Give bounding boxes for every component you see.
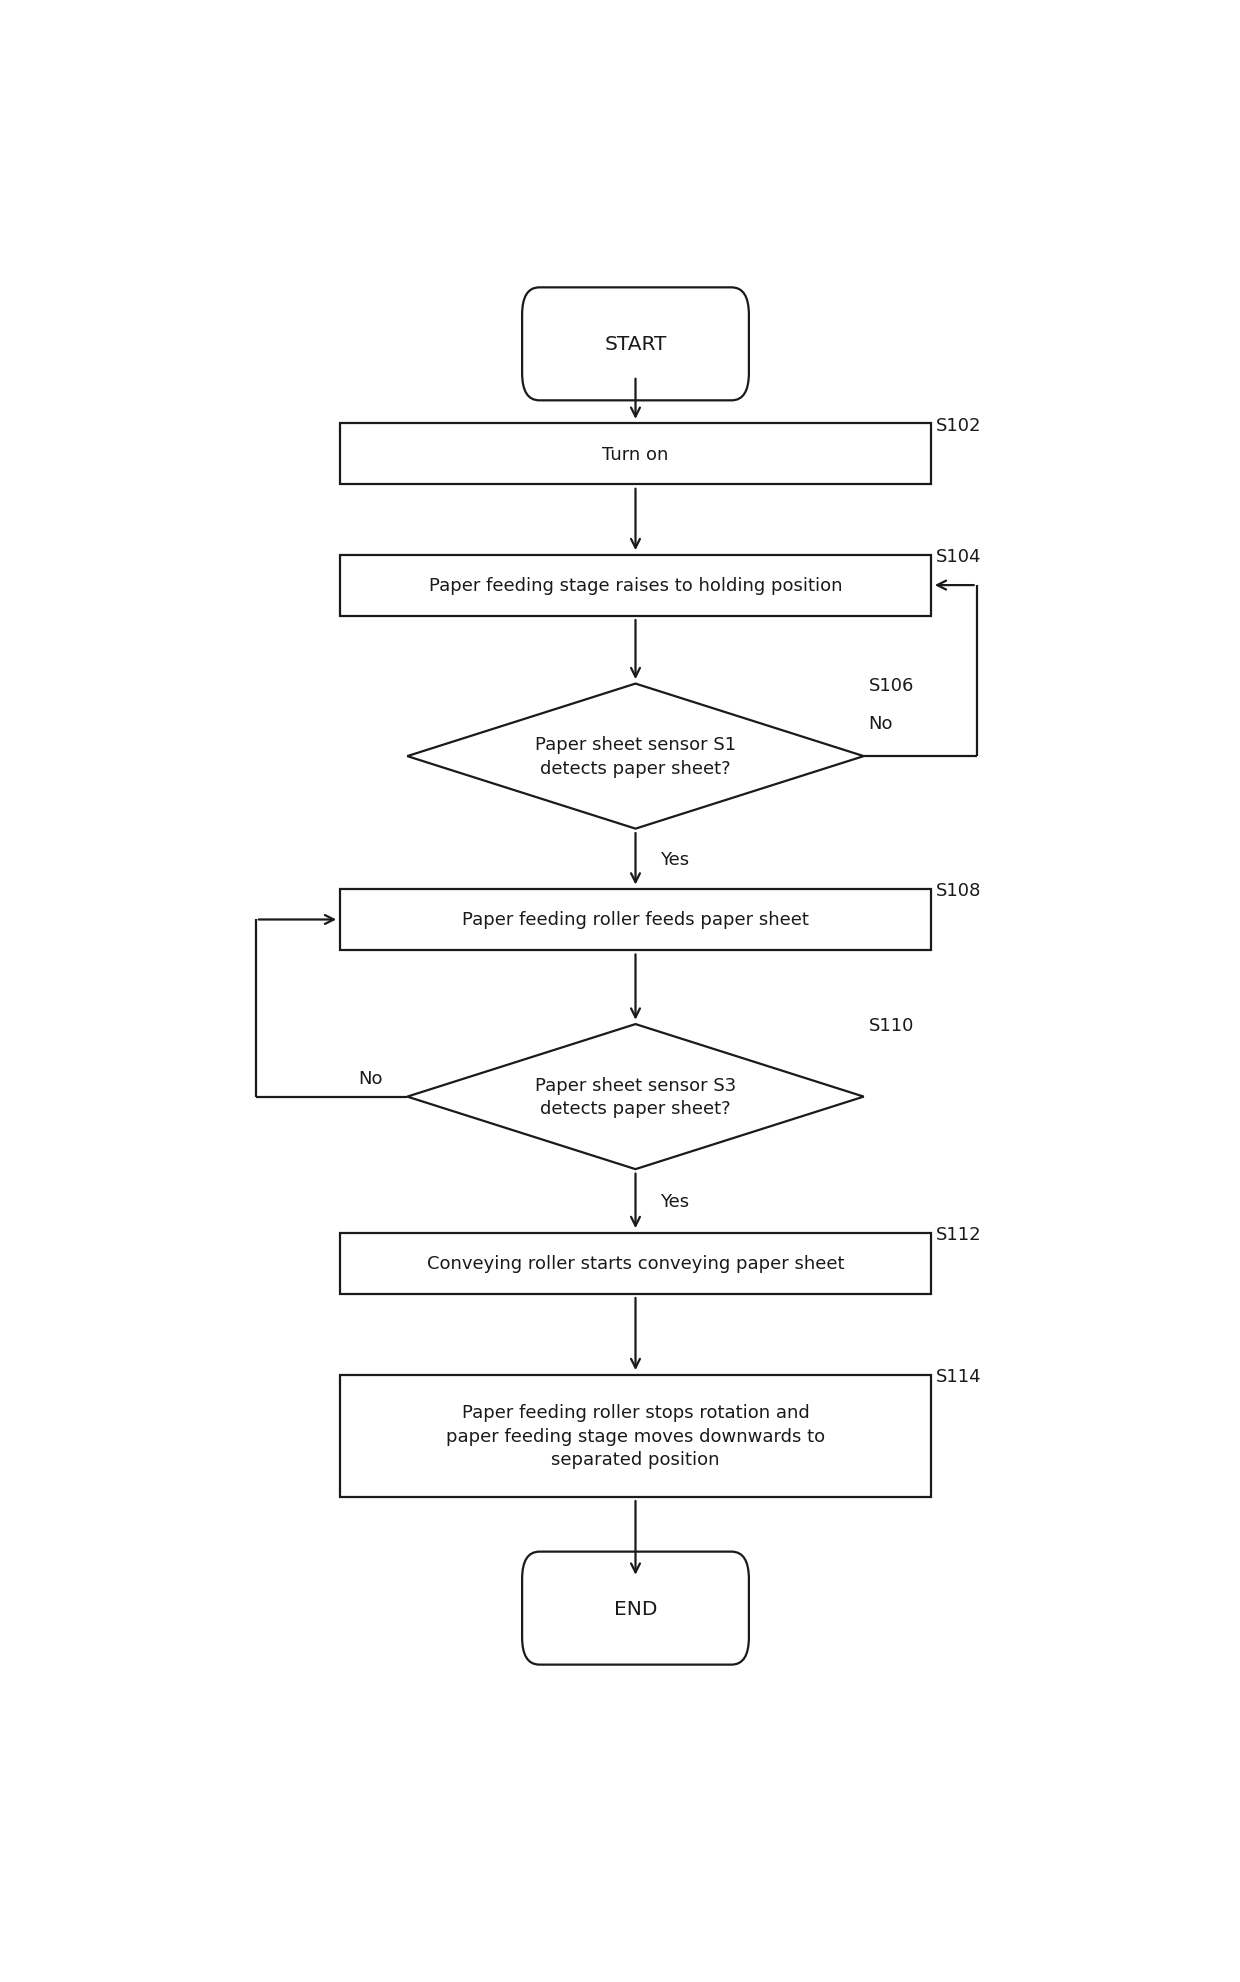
Text: Paper sheet sensor S3
detects paper sheet?: Paper sheet sensor S3 detects paper shee… [534, 1076, 737, 1118]
Polygon shape [407, 1025, 864, 1169]
Bar [340, 555, 931, 616]
FancyBboxPatch shape [522, 287, 749, 400]
Text: S110: S110 [868, 1017, 914, 1035]
Text: Paper feeding roller stops rotation and
paper feeding stage moves downwards to
s: Paper feeding roller stops rotation and … [446, 1403, 825, 1469]
Polygon shape [407, 684, 864, 828]
Text: START: START [604, 335, 667, 355]
Text: Conveying roller starts conveying paper sheet: Conveying roller starts conveying paper … [427, 1255, 844, 1272]
Text: S106: S106 [868, 676, 914, 694]
Bar [340, 890, 931, 951]
Text: No: No [358, 1070, 383, 1088]
FancyBboxPatch shape [522, 1552, 749, 1665]
Bar [340, 424, 931, 486]
Text: S114: S114 [936, 1368, 981, 1385]
Text: S108: S108 [936, 882, 981, 900]
Text: S104: S104 [936, 547, 981, 565]
Text: S112: S112 [936, 1225, 981, 1243]
Text: Yes: Yes [660, 850, 688, 868]
Bar [340, 1376, 931, 1496]
Text: Yes: Yes [660, 1193, 688, 1211]
Text: END: END [614, 1599, 657, 1617]
Text: Paper sheet sensor S1
detects paper sheet?: Paper sheet sensor S1 detects paper shee… [534, 735, 737, 777]
Text: Turn on: Turn on [603, 446, 668, 464]
Text: Paper feeding stage raises to holding position: Paper feeding stage raises to holding po… [429, 577, 842, 595]
Text: No: No [868, 716, 893, 733]
Text: Paper feeding roller feeds paper sheet: Paper feeding roller feeds paper sheet [463, 912, 808, 930]
Bar [340, 1233, 931, 1294]
Text: S102: S102 [936, 416, 981, 434]
